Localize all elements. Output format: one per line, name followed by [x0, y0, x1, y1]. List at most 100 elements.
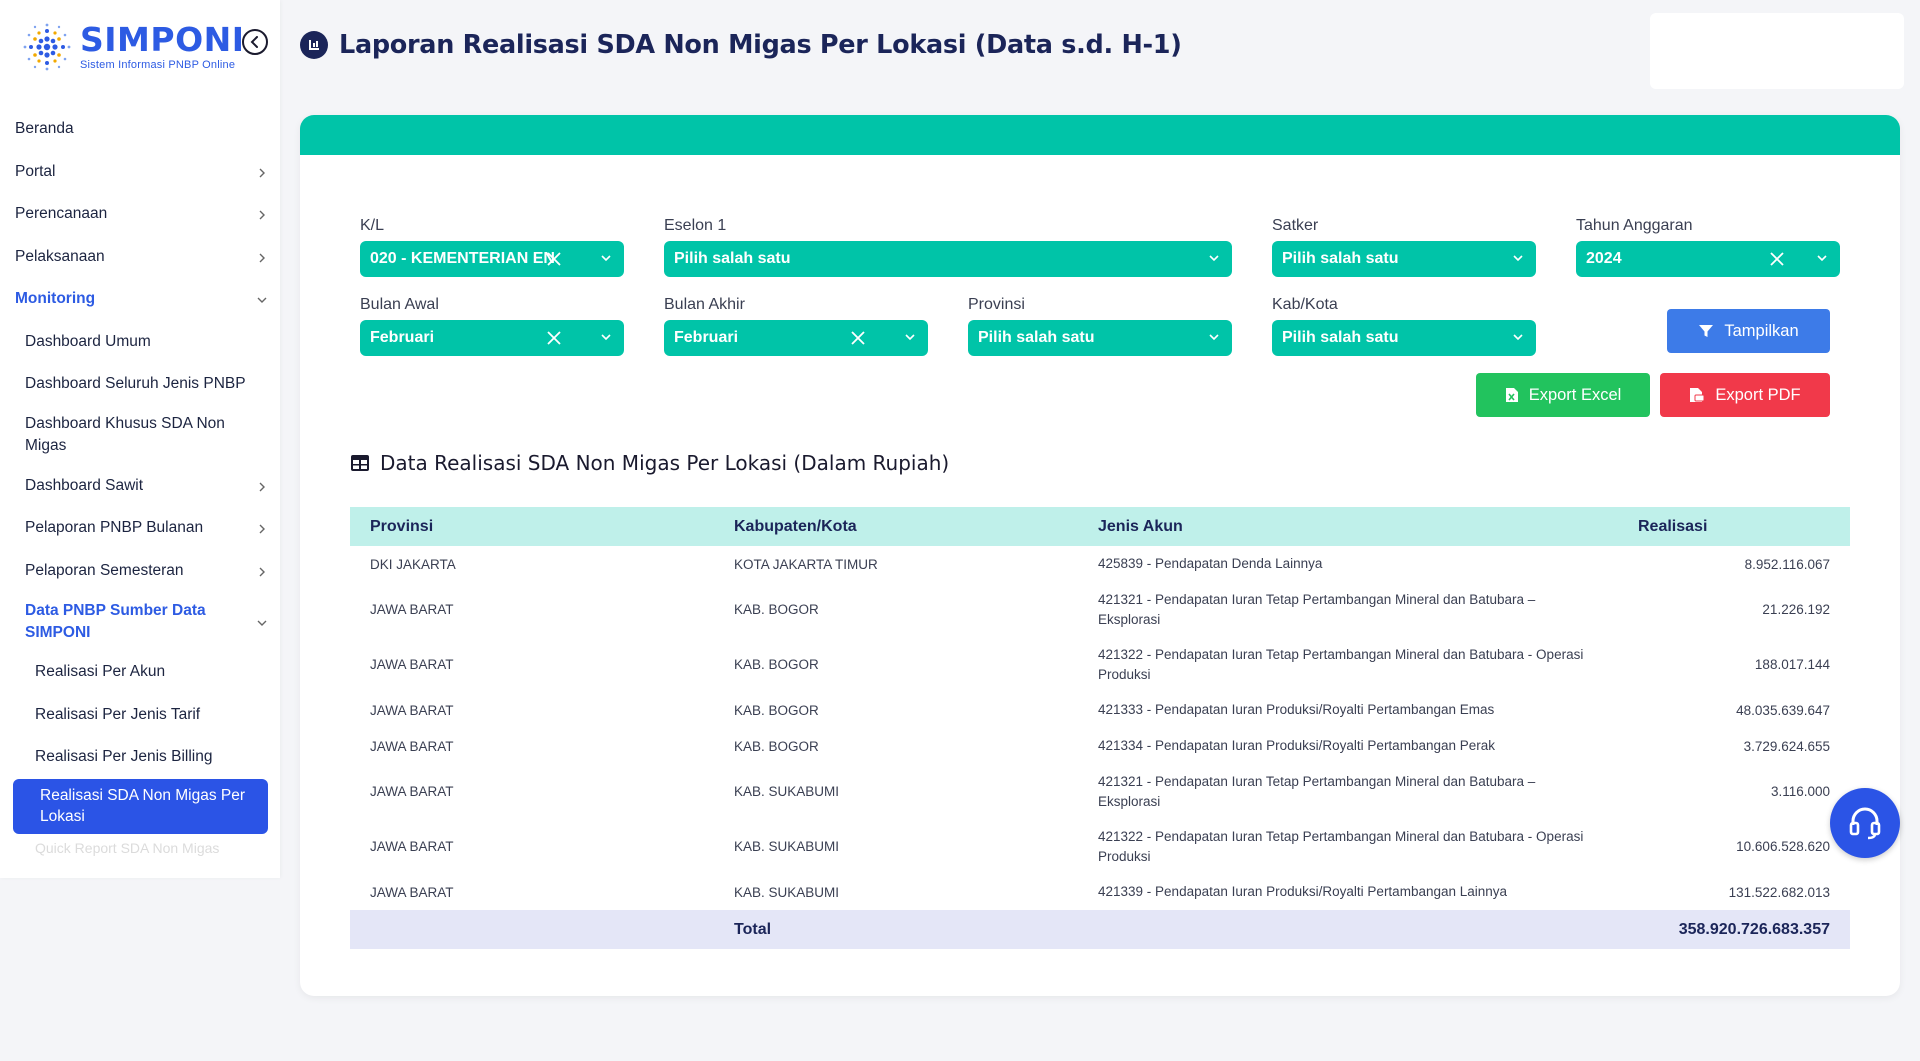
user-panel[interactable] [1650, 13, 1904, 89]
filter-satker: Satker Pilih salah satu [1272, 217, 1536, 277]
export-excel-button[interactable]: Export Excel [1476, 373, 1650, 417]
cell-realisasi: 48.035.639.647 [1736, 702, 1830, 718]
export-pdf-button[interactable]: Export PDF [1660, 373, 1830, 417]
sidebar-item-data-pnbp[interactable]: Data PNBP Sumber Data SIMPONI [0, 592, 280, 651]
sidebar-item-label: Portal [15, 162, 56, 180]
sidebar-item-realisasi-tarif[interactable]: Realisasi Per Jenis Tarif [0, 694, 280, 737]
cell-provinsi: DKI JAKARTA [370, 556, 456, 572]
chevron-down-icon [1209, 255, 1219, 262]
cell-empty [350, 910, 714, 949]
cell-provinsi: JAWA BARAT [370, 602, 454, 617]
table-total-row: Total 358.920.726.683.357 [350, 910, 1850, 949]
cell-akun: 425839 - Pendapatan Denda Lainnya [1098, 556, 1323, 571]
excel-file-icon [1505, 388, 1518, 402]
headset-icon [1849, 807, 1881, 840]
section-title-text: Data Realisasi SDA Non Migas Per Lokasi … [380, 451, 950, 475]
cell-kabkota: KAB. SUKABUMI [734, 839, 840, 854]
button-label: Export PDF [1715, 385, 1801, 404]
section-title: Data Realisasi SDA Non Migas Per Lokasi … [350, 451, 949, 475]
filter-label: Kab/Kota [1272, 296, 1338, 313]
button-label: Tampilkan [1724, 321, 1799, 340]
table-row: JAWA BARAT KAB. BOGOR 421322 - Pendapata… [350, 637, 1850, 692]
tahun-select[interactable]: 2024 [1576, 241, 1840, 277]
bulan-akhir-select[interactable]: Februari [664, 320, 928, 356]
cell-provinsi: JAWA BARAT [370, 657, 454, 672]
sidebar-item-label: Realisasi Per Jenis Billing [35, 748, 213, 766]
realisasi-table: Provinsi Kabupaten/Kota Jenis Akun Reali… [350, 507, 1850, 949]
chevron-down-icon [1817, 255, 1827, 262]
chevron-down-icon [601, 334, 611, 341]
sidebar-item-dashboard-sawit[interactable]: Dashboard Sawit [0, 465, 280, 508]
column-header[interactable]: Jenis Akun [1098, 517, 1183, 535]
sidebar-item-quick-report[interactable]: Quick Report SDA Non Migas [0, 834, 280, 862]
filter-label: Provinsi [968, 296, 1025, 313]
sidebar-item-label: Pelaporan PNBP Bulanan [25, 519, 204, 537]
sidebar-item-pelaporan-bulanan[interactable]: Pelaporan PNBP Bulanan [0, 507, 280, 550]
column-header[interactable]: Provinsi [370, 517, 434, 535]
back-circle-icon [250, 36, 258, 48]
sidebar-item-label: Dashboard Sawit [25, 476, 144, 494]
close-icon[interactable] [1769, 251, 1785, 267]
cell-akun: 421322 - Pendapatan Iuran Tetap Pertamba… [1098, 646, 1584, 682]
sidebar-item-monitoring[interactable]: Monitoring [0, 278, 280, 321]
select-value: Pilih salah satu [978, 329, 1095, 346]
close-icon[interactable] [546, 251, 562, 267]
sidebar-item-realisasi-sda[interactable]: Realisasi SDA Non Migas Per Lokasi [13, 778, 268, 834]
column-header[interactable]: Realisasi [1638, 517, 1708, 535]
cell-provinsi: JAWA BARAT [370, 702, 454, 718]
page-header: Laporan Realisasi SDA Non Migas Per Loka… [300, 30, 1182, 60]
sidebar-item-realisasi-akun[interactable]: Realisasi Per Akun [0, 651, 280, 694]
cell-akun: 421339 - Pendapatan Iuran Produksi/Royal… [1098, 884, 1508, 899]
filter-bulan-awal: Bulan Awal Februari [360, 296, 624, 356]
sidebar-item-dashboard-khusus[interactable]: Dashboard Khusus SDA Non Migas [0, 406, 280, 465]
kl-select[interactable]: 020 - KEMENTERIAN EN [360, 241, 624, 277]
sidebar-item-pelaporan-semesteran[interactable]: Pelaporan Semesteran [0, 550, 280, 593]
table-row: JAWA BARAT KAB. BOGOR 421333 - Pendapata… [350, 692, 1850, 728]
sidebar-item-portal[interactable]: Portal [0, 151, 280, 194]
total-value: 358.920.726.683.357 [1678, 920, 1830, 938]
close-icon[interactable] [546, 330, 562, 346]
chevron-right-icon [259, 168, 265, 178]
satker-select[interactable]: Pilih salah satu [1272, 241, 1536, 277]
simponi-logo[interactable]: SIMPONI Sistem Informasi PNBP Online [18, 18, 245, 76]
sidebar-item-dashboard-seluruh[interactable]: Dashboard Seluruh Jenis PNBP [0, 363, 280, 406]
cell-provinsi: JAWA BARAT [370, 884, 454, 900]
table-row: JAWA BARAT KAB. SUKABUMI 421321 - Pendap… [350, 764, 1850, 819]
filter-eselon1: Eselon 1 Pilih salah satu [664, 217, 1232, 277]
sidebar-item-perencanaan[interactable]: Perencanaan [0, 193, 280, 236]
sidebar-item-dashboard-umum[interactable]: Dashboard Umum [0, 321, 280, 364]
table-icon [351, 455, 369, 471]
chevron-right-icon [259, 567, 265, 577]
sidebar-item-label: Monitoring [15, 290, 96, 308]
filter-label: Tahun Anggaran [1576, 217, 1693, 234]
cell-kabkota: KAB. BOGOR [734, 702, 819, 718]
cell-provinsi: JAWA BARAT [370, 738, 454, 754]
report-icon [300, 31, 328, 59]
column-header[interactable]: Kabupaten/Kota [734, 517, 857, 535]
filter-bulan-akhir: Bulan Akhir Februari [664, 296, 928, 356]
sidebar-item-pelaksanaan[interactable]: Pelaksanaan [0, 236, 280, 279]
page-title: Laporan Realisasi SDA Non Migas Per Loka… [339, 30, 1182, 60]
close-icon[interactable] [850, 330, 866, 346]
sidebar-item-label: Dashboard Umum [25, 332, 151, 350]
filter-kabkota: Kab/Kota Pilih salah satu [1272, 296, 1536, 356]
card-header-bar [300, 115, 1900, 155]
sidebar-item-beranda[interactable]: Beranda [0, 108, 280, 151]
kabkota-select[interactable]: Pilih salah satu [1272, 320, 1536, 356]
tampilkan-button[interactable]: Tampilkan [1667, 309, 1830, 353]
bulan-awal-select[interactable]: Februari [360, 320, 624, 356]
provinsi-select[interactable]: Pilih salah satu [968, 320, 1232, 356]
chevron-down-icon [601, 255, 611, 262]
table-row: JAWA BARAT KAB. BOGOR 421334 - Pendapata… [350, 728, 1850, 764]
eselon1-select[interactable]: Pilih salah satu [664, 241, 1232, 277]
app-name: SIMPONI [80, 20, 245, 59]
chevron-right-icon [259, 253, 265, 263]
cell-kabkota: KOTA JAKARTA TIMUR [734, 556, 878, 572]
collapse-sidebar-button[interactable] [242, 29, 268, 55]
help-chat-button[interactable] [1830, 788, 1900, 858]
sidebar-item-label: Realisasi SDA Non Migas Per Lokasi [40, 787, 246, 825]
sidebar: SIMPONI Sistem Informasi PNBP Online Ber… [0, 0, 280, 878]
sidebar-item-realisasi-billing[interactable]: Realisasi Per Jenis Billing [0, 736, 280, 779]
filter-kl: K/L 020 - KEMENTERIAN EN [360, 217, 624, 277]
chevron-right-icon [259, 482, 265, 492]
